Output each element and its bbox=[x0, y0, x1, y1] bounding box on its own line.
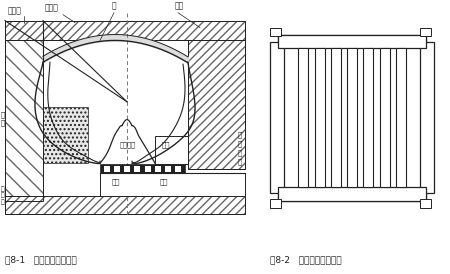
Bar bbox=[175, 166, 181, 172]
Bar bbox=[135, 166, 140, 172]
Bar bbox=[278, 35, 426, 48]
Bar bbox=[278, 35, 426, 201]
Bar bbox=[270, 42, 284, 193]
Bar bbox=[420, 42, 434, 193]
Text: 灶体: 灶体 bbox=[175, 2, 184, 11]
Bar bbox=[396, 48, 406, 187]
Bar bbox=[315, 48, 324, 187]
Text: 拦火间隙: 拦火间隙 bbox=[120, 141, 136, 148]
Text: 保
温
层: 保 温 层 bbox=[1, 186, 5, 205]
Bar bbox=[5, 196, 245, 214]
Bar bbox=[114, 166, 120, 172]
Bar bbox=[5, 21, 245, 41]
Text: 添
柴
方
向: 添 柴 方 向 bbox=[238, 132, 242, 165]
Bar bbox=[379, 48, 390, 187]
Text: 图8-2   节柴节煤灶的炉箅: 图8-2 节柴节煤灶的炉箅 bbox=[270, 255, 342, 264]
Text: 灶
膛: 灶 膛 bbox=[1, 112, 5, 126]
Text: 灰室: 灰室 bbox=[160, 178, 168, 185]
Text: 图8-1   节柴节煤灶的结构: 图8-1 节柴节煤灶的结构 bbox=[5, 255, 77, 264]
Bar bbox=[43, 107, 88, 163]
Bar bbox=[5, 21, 245, 41]
Bar bbox=[331, 48, 341, 187]
Bar bbox=[298, 48, 308, 187]
Bar bbox=[270, 199, 281, 208]
Bar bbox=[144, 166, 151, 172]
Text: 出烟口: 出烟口 bbox=[8, 7, 22, 16]
Bar bbox=[155, 166, 161, 172]
Bar bbox=[188, 41, 245, 169]
Bar bbox=[104, 166, 110, 172]
Bar bbox=[165, 166, 171, 172]
Text: 炉箅: 炉箅 bbox=[112, 178, 121, 185]
Bar bbox=[347, 48, 357, 187]
Bar bbox=[5, 41, 43, 201]
Text: 回烟道: 回烟道 bbox=[45, 4, 59, 13]
Bar bbox=[420, 28, 431, 36]
Bar bbox=[188, 41, 245, 169]
Text: 锅: 锅 bbox=[112, 2, 117, 11]
Text: 灶门: 灶门 bbox=[162, 141, 171, 148]
Bar bbox=[100, 173, 245, 196]
Bar bbox=[5, 196, 245, 214]
Bar bbox=[124, 166, 130, 172]
Bar bbox=[270, 28, 281, 36]
Bar bbox=[100, 164, 185, 173]
Bar bbox=[155, 136, 188, 164]
Bar bbox=[278, 187, 426, 201]
Bar bbox=[363, 48, 373, 187]
Bar bbox=[420, 199, 431, 208]
Bar bbox=[5, 41, 43, 201]
